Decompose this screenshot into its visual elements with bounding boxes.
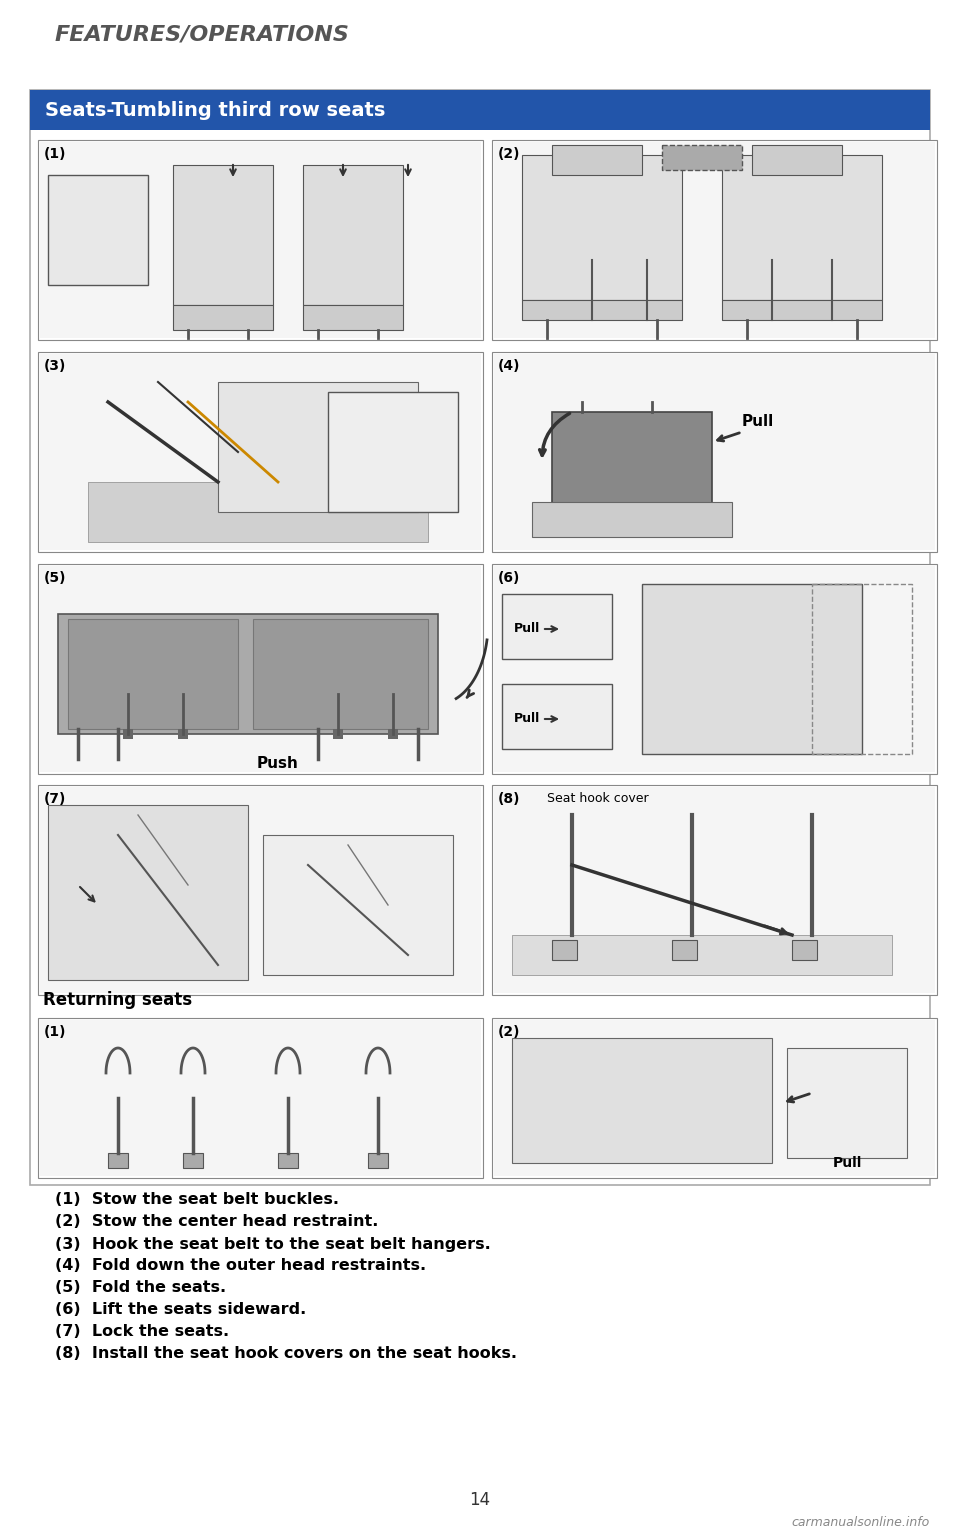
Text: (7): (7) [44,793,66,806]
Bar [58,614,438,734]
Bar [512,935,892,975]
Bar [494,353,935,550]
Bar [38,564,483,774]
Bar [494,786,935,992]
Bar [532,502,732,538]
Text: (7)  Lock the seats.: (7) Lock the seats. [55,1324,229,1339]
Text: (3)  Hook the seat belt to the seat belt hangers.: (3) Hook the seat belt to the seat belt … [55,1236,491,1252]
Bar [303,164,403,306]
Bar [40,565,481,773]
Text: 14: 14 [469,1491,491,1508]
Text: (8): (8) [498,793,520,806]
Bar [48,805,248,980]
Text: Pull: Pull [514,713,540,725]
Bar [108,1154,128,1167]
Text: Seat hook cover: Seat hook cover [547,793,649,805]
Bar [30,91,930,1184]
Text: (5)  Fold the seats.: (5) Fold the seats. [55,1281,227,1295]
Bar [278,1154,298,1167]
Text: (4): (4) [498,359,520,373]
Bar [722,300,882,319]
Bar [40,786,481,992]
Bar [38,785,483,995]
Bar [512,1038,772,1163]
Bar [494,141,935,338]
Bar [492,352,937,551]
Text: (4)  Fold down the outer head restraints.: (4) Fold down the outer head restraints. [55,1258,426,1273]
Text: (8)  Install the seat hook covers on the seat hooks.: (8) Install the seat hook covers on the … [55,1347,517,1361]
Bar [333,730,343,739]
Bar [812,584,912,754]
Text: Pull: Pull [832,1157,862,1170]
Text: (1): (1) [44,147,66,161]
Bar [492,564,937,774]
Bar [492,785,937,995]
Bar [642,584,862,754]
Bar [722,155,882,300]
Bar [40,141,481,338]
Text: Pull: Pull [514,622,540,636]
Bar [672,940,697,960]
Bar [522,300,682,319]
Bar [388,730,398,739]
Text: Pull: Pull [742,415,775,430]
Text: FEATURES/OPERATIONS: FEATURES/OPERATIONS [55,25,349,45]
Bar [123,730,133,739]
Bar [522,155,682,300]
Bar [173,306,273,330]
Bar [328,392,458,511]
Bar [502,594,612,659]
Bar [173,164,273,306]
Text: (2)  Stow the center head restraint.: (2) Stow the center head restraint. [55,1215,378,1229]
Bar [38,140,483,339]
Text: Seats-Tumbling third row seats: Seats-Tumbling third row seats [45,100,385,120]
Bar [178,730,188,739]
Bar [552,940,577,960]
Bar [48,175,148,286]
Bar [30,91,930,131]
Bar [792,940,817,960]
Text: (2): (2) [498,147,520,161]
Bar [218,382,418,511]
Bar [183,1154,203,1167]
Text: (6)  Lift the seats sideward.: (6) Lift the seats sideward. [55,1303,306,1318]
Text: carmanualsonline.info: carmanualsonline.info [792,1516,930,1528]
Bar [787,1048,907,1158]
Bar [88,482,428,542]
Text: (2): (2) [498,1025,520,1038]
Bar [494,1020,935,1177]
Bar [303,306,403,330]
Bar [492,1018,937,1178]
Bar [502,684,612,750]
Text: Returning seats: Returning seats [43,991,192,1009]
Bar [40,1020,481,1177]
Bar [492,140,937,339]
Text: (5): (5) [44,571,66,585]
Bar [752,144,842,175]
Bar [662,144,742,170]
Bar [552,412,712,531]
Bar [38,1018,483,1178]
Bar [494,565,935,773]
Bar [263,836,453,975]
Bar [68,619,238,730]
Text: (1): (1) [44,1025,66,1038]
Text: (3): (3) [44,359,66,373]
Bar [253,619,428,730]
Text: Push: Push [257,757,299,771]
Bar [38,352,483,551]
Text: (1)  Stow the seat belt buckles.: (1) Stow the seat belt buckles. [55,1192,339,1207]
Bar [40,353,481,550]
Bar [368,1154,388,1167]
Bar [552,144,642,175]
Text: (6): (6) [498,571,520,585]
